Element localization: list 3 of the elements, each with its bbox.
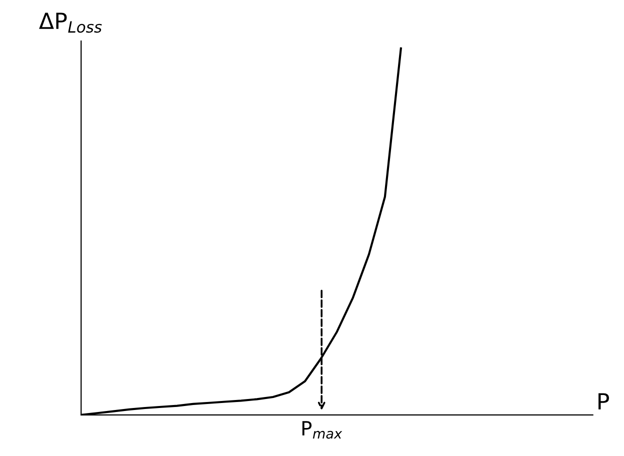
text: P$_{max}$: [302, 421, 342, 439]
y-axis-title: ΔP$_{Loss}$: [39, 12, 102, 33]
x-axis-title: P: [598, 393, 609, 410]
